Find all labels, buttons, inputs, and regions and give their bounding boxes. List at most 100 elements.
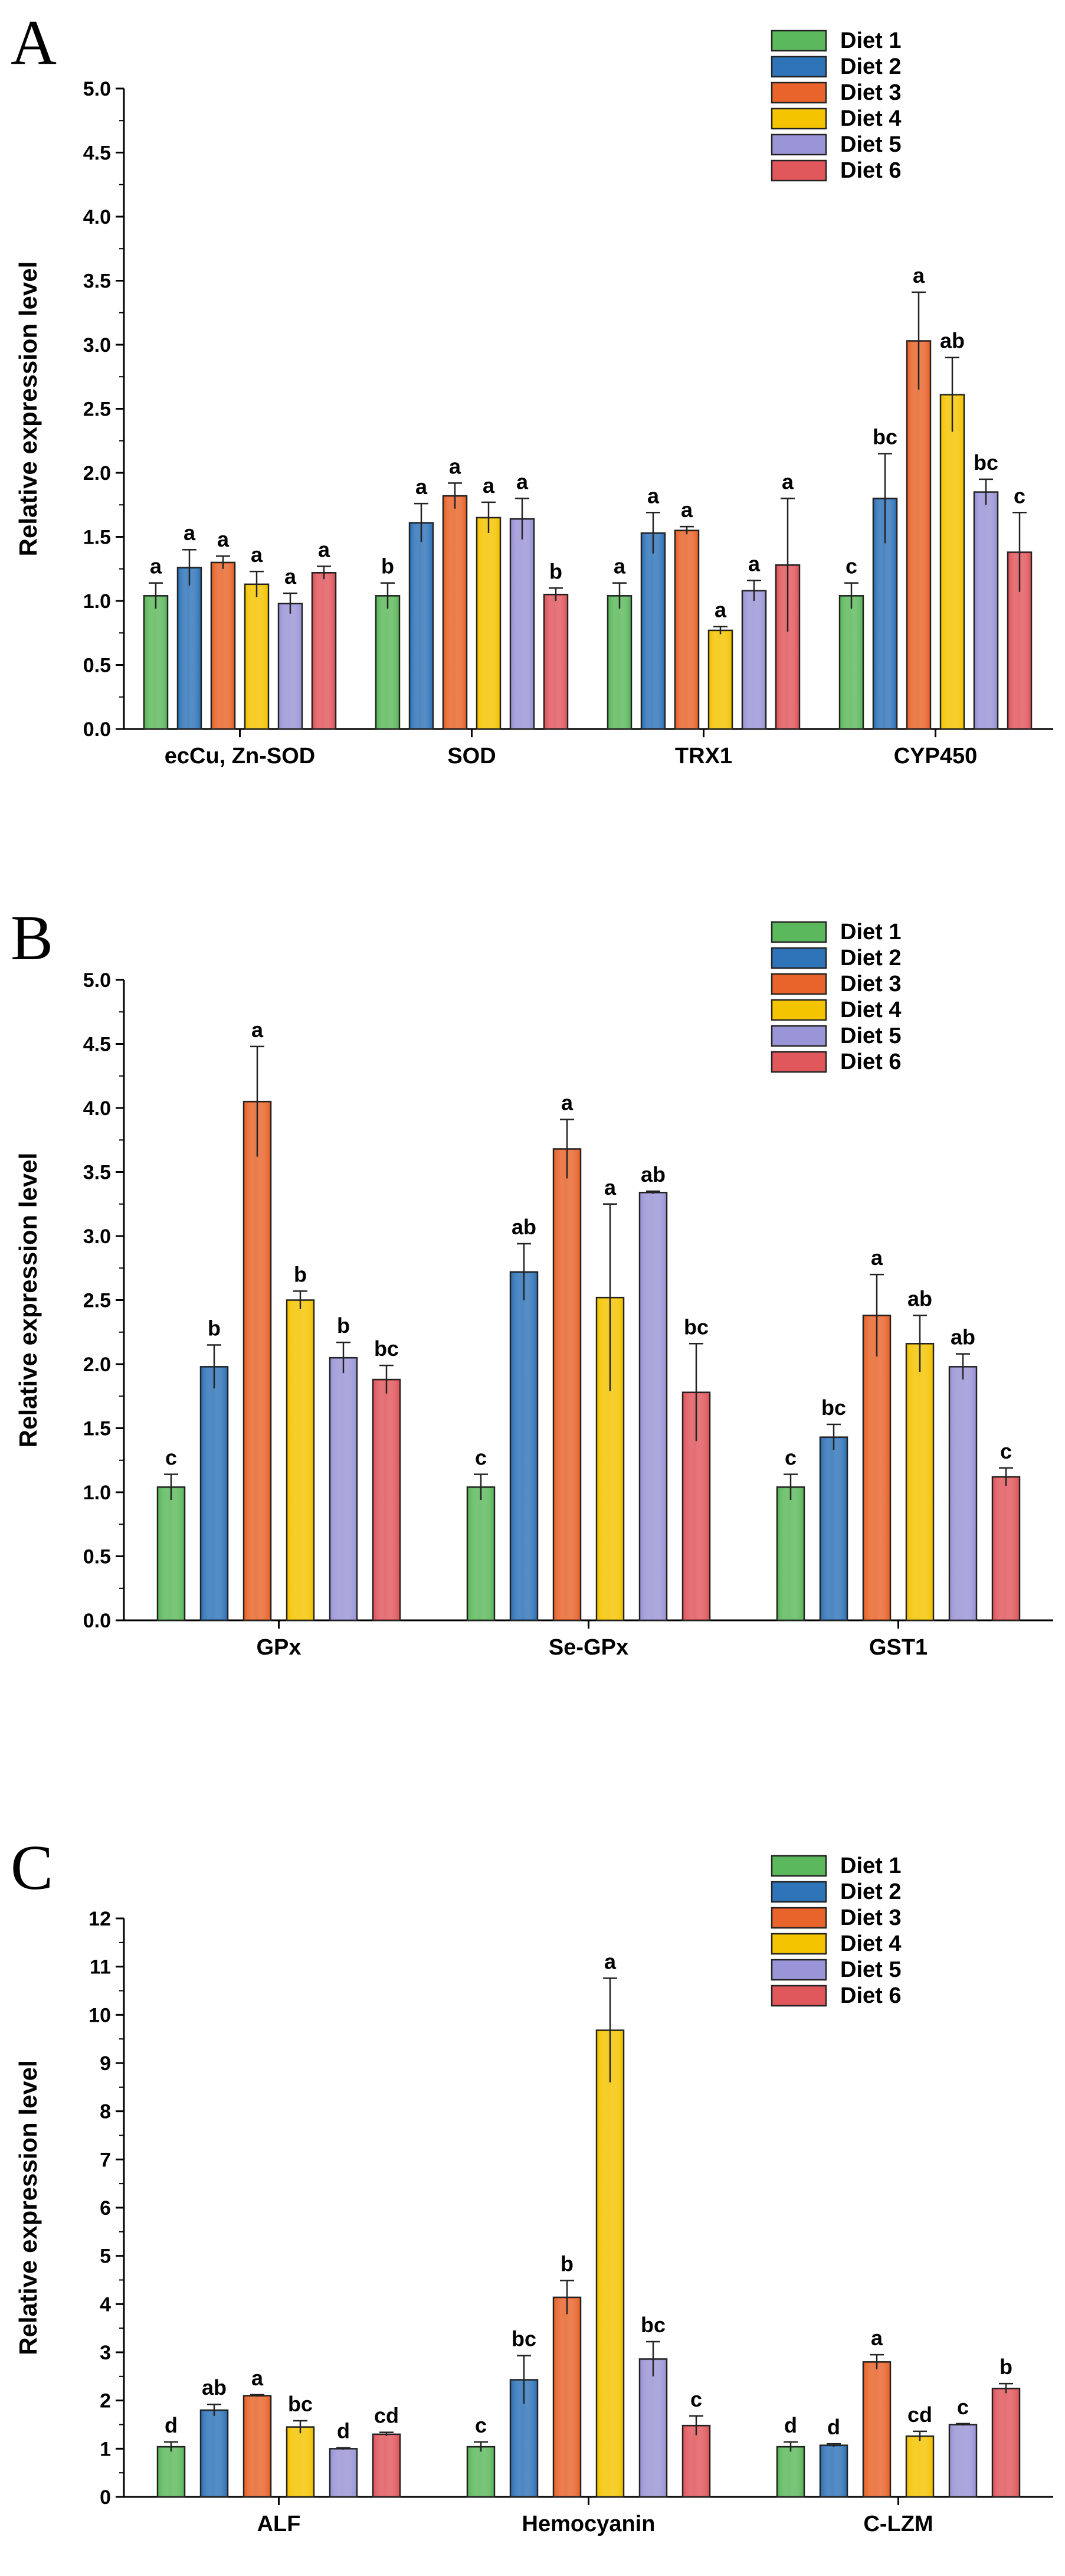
significance-label: a: [604, 1175, 617, 1199]
significance-label: ab: [951, 1325, 975, 1349]
y-tick-label: 4.0: [83, 1097, 111, 1120]
significance-label: b: [1000, 2355, 1012, 2379]
significance-label: b: [549, 559, 562, 583]
y-tick-label: 1.5: [83, 1418, 111, 1440]
x-tick-label: TRX1: [675, 744, 732, 769]
bar-shading: [280, 604, 301, 728]
bar-shading: [245, 1103, 270, 1619]
significance-label: a: [217, 527, 230, 551]
significance-label: a: [748, 551, 761, 576]
y-tick-label: 1.5: [83, 527, 111, 549]
y-tick-label: 0.5: [83, 1546, 111, 1568]
significance-label: b: [381, 554, 394, 578]
significance-label: a: [150, 554, 162, 578]
legend-label: Diet 3: [840, 972, 901, 996]
y-tick-label: 3.0: [83, 1225, 111, 1248]
legend-label: Diet 5: [840, 132, 901, 157]
y-tick-label: 4: [100, 2293, 111, 2316]
bar-shading: [907, 2437, 932, 2496]
significance-label: c: [1000, 1439, 1012, 1463]
significance-label: a: [516, 469, 529, 493]
legend-label: Diet 5: [840, 1957, 901, 1982]
significance-label: ab: [940, 329, 965, 353]
bar-shading: [374, 1381, 399, 1619]
bar-shading: [951, 2425, 975, 2496]
bar-shading: [710, 631, 731, 728]
y-tick-label: 8: [100, 2101, 111, 2123]
bar-shading: [246, 585, 267, 728]
legend-swatch: [771, 999, 827, 1021]
y-tick-label: 5: [100, 2245, 111, 2268]
legend-swatch: [771, 1051, 827, 1073]
bar-shading: [942, 395, 963, 728]
significance-label: a: [284, 564, 297, 589]
bar-shading: [778, 1488, 803, 1619]
bar-shading: [555, 2298, 579, 2496]
x-tick-label: GST1: [869, 1635, 928, 1660]
significance-label: a: [449, 454, 461, 478]
bar-shading: [159, 1488, 183, 1619]
legend-swatch: [771, 1855, 827, 1877]
x-tick-label: CYP450: [894, 744, 978, 769]
significance-label: a: [647, 483, 660, 508]
significance-label: a: [483, 473, 495, 498]
significance-label: ab: [202, 2375, 227, 2400]
significance-label: a: [251, 542, 263, 567]
bar-shading: [555, 1150, 579, 1619]
bar-shading: [478, 518, 499, 728]
y-tick-label: 12: [89, 1908, 111, 1930]
legend-swatch: [771, 973, 827, 995]
y-tick-label: 6: [100, 2197, 111, 2219]
bar-shading: [331, 2450, 356, 2496]
panel-letter: B: [11, 903, 53, 973]
y-tick-label: 10: [89, 2004, 111, 2026]
y-tick-label: 4.5: [83, 142, 111, 165]
legend-label: Diet 4: [840, 1931, 901, 1956]
significance-label: c: [785, 1446, 797, 1470]
significance-label: cd: [907, 2402, 932, 2427]
y-tick-label: 9: [100, 2052, 111, 2075]
bar-shading: [821, 2446, 846, 2496]
x-tick-label: ecCu, Zn-SOD: [165, 744, 315, 769]
significance-label: bc: [374, 1336, 399, 1361]
chart-panel-A: A 0.0 0.5 1.0 1.5 2.0 2.5 3.0 3.5 4.0 4.5 5.0 Relati…: [11, 8, 1053, 769]
significance-label: cd: [374, 2404, 399, 2428]
bar-shading: [864, 1316, 889, 1619]
significance-label: a: [183, 521, 196, 545]
bar-shading: [245, 2397, 270, 2496]
bar-shading: [641, 2360, 666, 2496]
y-tick-label: 0.5: [83, 655, 111, 677]
legend-label: Diet 1: [840, 1853, 901, 1878]
significance-label: b: [208, 1316, 221, 1340]
bar-shading: [179, 568, 200, 728]
significance-label: d: [337, 2419, 350, 2443]
bar-shading: [643, 534, 664, 728]
bar-shading: [994, 1477, 1018, 1619]
significance-label: bc: [288, 2392, 313, 2416]
significance-label: c: [957, 2395, 969, 2419]
bar-shading: [512, 1273, 536, 1619]
significance-label: d: [165, 2413, 178, 2437]
legend-swatch: [771, 921, 827, 943]
bar-shading: [377, 597, 398, 728]
y-tick-label: 3.5: [83, 1162, 111, 1184]
bar-shading: [159, 2448, 183, 2496]
significance-label: bc: [974, 450, 998, 475]
bar-shading: [331, 1359, 356, 1619]
bar-shading: [545, 596, 566, 728]
legend-label: Diet 6: [840, 1050, 901, 1074]
legend-label: Diet 2: [840, 54, 901, 79]
significance-label: a: [715, 597, 727, 622]
y-axis-label: Relative expression level: [14, 261, 42, 557]
significance-label: a: [681, 498, 693, 522]
legend-label: Diet 2: [840, 946, 901, 970]
legend-label: Diet 3: [840, 80, 901, 105]
y-tick-label: 7: [100, 2149, 111, 2171]
y-tick-label: 4.0: [83, 206, 111, 228]
significance-label: c: [846, 554, 857, 578]
bar-shading: [202, 1368, 227, 1619]
